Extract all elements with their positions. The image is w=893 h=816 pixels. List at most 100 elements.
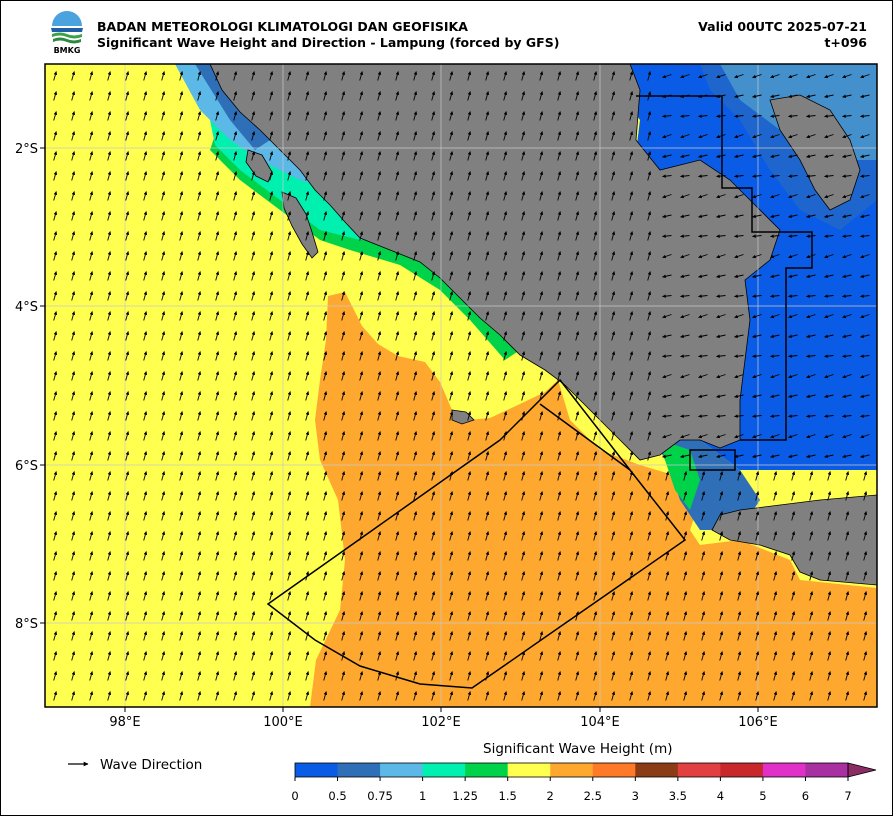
wave-arrow xyxy=(143,411,148,421)
wave-arrow xyxy=(752,314,762,319)
wave-arrow xyxy=(734,374,744,379)
wave-arrow xyxy=(770,394,780,399)
wave-arrow xyxy=(575,391,580,401)
wave-arrow xyxy=(233,111,238,121)
wave-arrow xyxy=(143,91,148,101)
wave-arrow xyxy=(716,134,726,139)
wave-arrow xyxy=(485,211,490,221)
wave-arrow xyxy=(179,251,184,261)
wave-arrow xyxy=(449,71,454,81)
wave-arrow xyxy=(395,131,400,141)
wave-arrow xyxy=(269,91,274,101)
wave-arrow xyxy=(287,211,292,221)
wave-arrow xyxy=(215,351,220,361)
wave-arrow xyxy=(89,391,94,401)
wave-arrow xyxy=(143,111,148,121)
wave-arrow xyxy=(143,231,148,241)
wave-arrow xyxy=(629,291,634,301)
wave-arrow xyxy=(125,151,130,161)
wave-arrow xyxy=(752,214,762,219)
wave-arrow xyxy=(287,171,292,181)
wave-arrow xyxy=(143,211,148,221)
wave-arrow xyxy=(539,291,544,301)
wave-arrow xyxy=(629,231,634,241)
wave-arrow xyxy=(662,134,672,139)
wave-arrow xyxy=(629,151,634,161)
wave-arrow xyxy=(89,351,94,361)
wave-arrow xyxy=(359,371,364,381)
wave-arrow xyxy=(557,411,562,421)
wave-arrow xyxy=(842,394,852,399)
wave-arrow xyxy=(413,351,418,361)
wave-arrow xyxy=(662,414,672,418)
wave-arrow xyxy=(431,391,436,401)
wave-arrow xyxy=(680,414,690,418)
wave-arrow xyxy=(431,411,436,421)
wave-arrow xyxy=(215,431,220,441)
wave-arrow xyxy=(125,311,130,321)
wave-arrow xyxy=(71,331,76,341)
wave-arrow xyxy=(557,251,562,261)
wave-arrow xyxy=(305,231,310,241)
wave-arrow xyxy=(521,271,526,281)
colorbar-tick-label: 1.5 xyxy=(498,789,517,803)
wave-arrow xyxy=(287,231,292,241)
wave-arrow xyxy=(521,211,526,221)
wave-arrow xyxy=(431,91,436,101)
wave-arrow xyxy=(161,251,166,261)
wave-arrow xyxy=(611,351,616,361)
wave-arrow xyxy=(449,91,454,101)
wave-arrow xyxy=(503,231,508,241)
wave-arrow xyxy=(842,234,852,238)
wave-arrow xyxy=(305,371,310,381)
wave-arrow xyxy=(485,251,490,261)
wave-arrow xyxy=(806,314,816,319)
wave-arrow xyxy=(593,111,598,121)
colorbar-segment xyxy=(465,763,509,777)
wave-arrow xyxy=(503,111,508,121)
wave-arrow xyxy=(269,411,274,421)
wave-arrow xyxy=(107,331,112,341)
wave-arrow xyxy=(431,231,436,241)
wave-arrow xyxy=(359,431,364,441)
wave-arrow xyxy=(323,131,328,141)
colorbar-segment xyxy=(295,763,339,777)
wave-arrow xyxy=(143,131,148,141)
wave-arrow xyxy=(395,391,400,401)
wave-arrow xyxy=(485,411,490,421)
wave-arrow xyxy=(359,171,364,181)
wave-arrow xyxy=(647,271,652,281)
wave-arrow xyxy=(215,231,220,241)
colorbar-segment xyxy=(337,763,381,777)
wave-arrow xyxy=(824,74,834,79)
wave-arrow xyxy=(842,294,852,298)
lat-tick-label: 2°S xyxy=(15,142,38,157)
wave-arrow xyxy=(251,91,256,101)
wave-arrow xyxy=(161,111,166,121)
wave-arrow xyxy=(269,431,274,441)
wave-arrow xyxy=(323,251,328,261)
wave-arrow xyxy=(53,91,58,101)
wave-direction-legend-arrow xyxy=(68,761,89,767)
wave-arrow xyxy=(824,134,834,139)
wave-arrow xyxy=(287,71,292,81)
wave-arrow xyxy=(680,74,690,79)
wave-arrow xyxy=(251,271,256,281)
wave-arrow xyxy=(593,171,598,181)
wave-arrow xyxy=(305,331,310,341)
wave-arrow xyxy=(521,171,526,181)
wave-arrow xyxy=(233,171,238,181)
wave-arrow xyxy=(287,411,292,421)
wave-arrow xyxy=(539,231,544,241)
wave-arrow xyxy=(359,391,364,401)
wave-arrow xyxy=(467,411,472,421)
wave-arrow xyxy=(413,311,418,321)
wave-arrow xyxy=(71,371,76,381)
land-java xyxy=(711,494,877,586)
wave-arrow xyxy=(161,391,166,401)
wave-arrow xyxy=(539,151,544,161)
java-sea-boundary xyxy=(636,95,813,441)
wave-arrow xyxy=(467,331,472,341)
wave-arrow xyxy=(431,111,436,121)
wave-arrow xyxy=(215,211,220,221)
